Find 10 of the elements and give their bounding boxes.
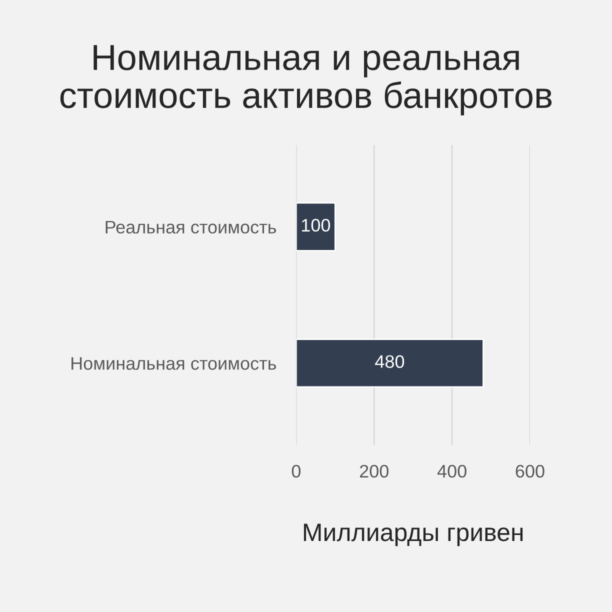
x-tick-label: 0 [292,464,301,478]
data-label: 480 [375,355,404,368]
x-tick-label: 400 [437,464,466,478]
y-tick-label: Реальная стоимость [106,220,276,234]
y-tick-label: Номинальная стоимость [72,357,276,370]
chart-title: Номинальная и реальная стоимость активов банкротов [60,45,552,116]
data-label: 100 [302,218,330,232]
x-tick-label: 600 [516,464,544,478]
x-axis-title: Миллиарды гривен [304,524,523,546]
x-tick-label: 200 [360,464,388,478]
